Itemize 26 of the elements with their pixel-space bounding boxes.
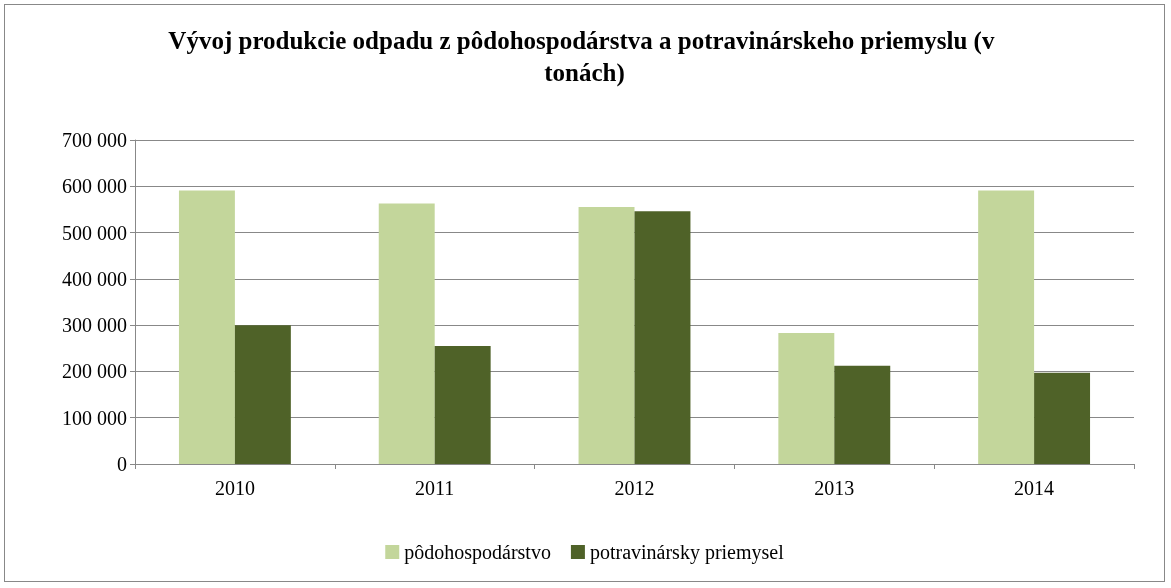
bar bbox=[1034, 372, 1091, 464]
x-tick-label: 2011 bbox=[415, 477, 455, 499]
y-tick-label: 500 000 bbox=[62, 221, 127, 244]
y-tick-label: 700 000 bbox=[62, 129, 127, 151]
bar bbox=[778, 333, 835, 464]
bar bbox=[978, 190, 1035, 464]
bar bbox=[178, 190, 235, 464]
bar bbox=[434, 345, 491, 464]
x-tick-label: 2010 bbox=[214, 477, 255, 499]
y-tick-label: 600 000 bbox=[62, 175, 127, 198]
bar bbox=[234, 325, 291, 464]
x-tick-label: 2014 bbox=[1014, 477, 1055, 499]
y-tick-label: 300 000 bbox=[62, 314, 127, 337]
y-tick-label: 0 bbox=[117, 453, 127, 475]
x-tick-label: 2013 bbox=[814, 477, 855, 499]
y-tick-label: 100 000 bbox=[62, 406, 127, 429]
legend-label: potravinársky priemysel bbox=[589, 541, 785, 564]
bar bbox=[378, 203, 435, 464]
bar bbox=[634, 211, 691, 464]
chart-title: Vývoj produkcie odpadu z pôdohospodárstva a potravinárskeho priemyslu (v tonách) bbox=[168, 26, 1001, 87]
legend-label: pôdohospodárstvo bbox=[404, 541, 551, 564]
y-tick-label: 400 000 bbox=[62, 267, 127, 290]
y-tick-label: 200 000 bbox=[62, 360, 127, 383]
bar bbox=[578, 207, 635, 464]
x-tick-label: 2012 bbox=[614, 477, 655, 499]
bar bbox=[834, 365, 891, 464]
